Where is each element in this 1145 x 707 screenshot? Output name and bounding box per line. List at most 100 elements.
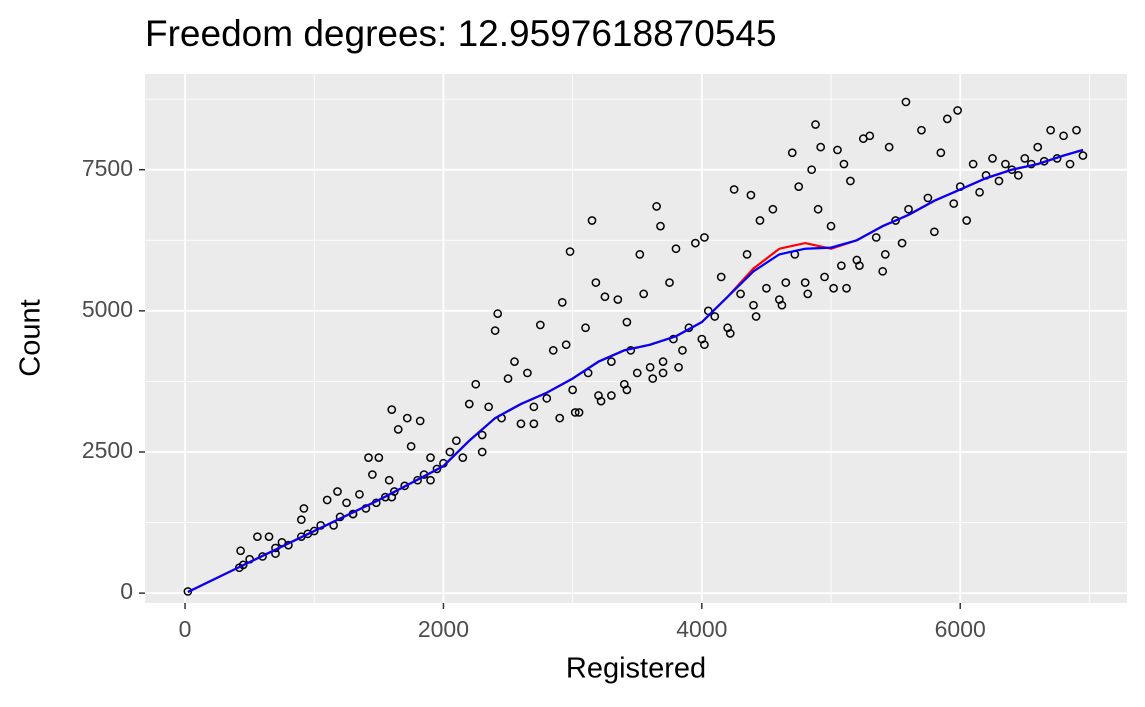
point bbox=[826, 221, 836, 231]
point bbox=[716, 272, 726, 282]
point bbox=[387, 405, 397, 414]
point bbox=[846, 176, 855, 186]
point bbox=[236, 546, 245, 556]
point bbox=[962, 216, 972, 225]
point bbox=[729, 185, 739, 194]
point bbox=[1020, 154, 1030, 163]
point bbox=[768, 204, 778, 214]
point bbox=[917, 125, 926, 135]
point bbox=[942, 114, 952, 124]
x-tick-label: 4000 bbox=[676, 616, 727, 642]
point bbox=[777, 300, 787, 310]
point bbox=[484, 402, 494, 412]
point bbox=[523, 368, 532, 378]
point bbox=[581, 323, 590, 333]
point bbox=[639, 289, 649, 299]
point bbox=[510, 357, 519, 366]
point bbox=[725, 329, 735, 338]
point bbox=[878, 266, 888, 276]
point bbox=[691, 238, 700, 248]
point bbox=[901, 97, 911, 107]
point bbox=[751, 312, 761, 321]
point bbox=[516, 419, 526, 429]
point bbox=[658, 368, 668, 378]
point bbox=[897, 238, 907, 248]
point bbox=[1001, 159, 1010, 169]
point bbox=[833, 145, 842, 155]
point bbox=[787, 148, 797, 158]
point bbox=[355, 489, 364, 499]
point bbox=[333, 487, 342, 496]
point bbox=[368, 470, 377, 479]
point bbox=[503, 374, 513, 383]
point bbox=[452, 436, 461, 446]
point bbox=[322, 495, 332, 505]
point bbox=[803, 289, 813, 299]
point bbox=[755, 216, 765, 225]
y-tick-label: 2500 bbox=[82, 437, 133, 463]
point bbox=[891, 216, 900, 225]
point bbox=[800, 278, 810, 287]
point bbox=[994, 176, 1004, 186]
x-tick-label: 0 bbox=[179, 616, 192, 642]
point bbox=[309, 526, 319, 536]
point bbox=[904, 204, 913, 214]
x-tick-label: 2000 bbox=[418, 616, 469, 642]
point bbox=[880, 250, 890, 259]
point bbox=[855, 261, 864, 271]
point bbox=[794, 182, 804, 191]
point bbox=[678, 346, 687, 355]
point bbox=[607, 357, 616, 366]
point bbox=[742, 250, 752, 259]
point bbox=[842, 283, 851, 293]
point bbox=[936, 148, 946, 158]
point bbox=[923, 193, 933, 203]
point bbox=[665, 278, 674, 287]
y-tick-label: 0 bbox=[120, 578, 133, 604]
point bbox=[700, 340, 709, 350]
point bbox=[949, 199, 959, 208]
point bbox=[1078, 151, 1088, 160]
point bbox=[930, 227, 939, 237]
chart-title: Freedom degrees: 12.9597618870545 bbox=[145, 13, 777, 54]
point bbox=[426, 453, 435, 462]
point bbox=[837, 261, 846, 271]
point bbox=[591, 278, 601, 287]
point bbox=[1046, 125, 1055, 135]
point bbox=[364, 453, 373, 462]
point bbox=[807, 165, 816, 175]
point bbox=[342, 498, 351, 508]
point bbox=[400, 481, 410, 491]
point bbox=[635, 250, 645, 259]
point bbox=[458, 453, 468, 462]
point bbox=[557, 298, 567, 307]
point bbox=[781, 278, 791, 287]
point bbox=[652, 202, 661, 211]
point bbox=[561, 340, 571, 350]
point bbox=[570, 408, 580, 417]
point bbox=[426, 475, 435, 485]
point bbox=[548, 346, 558, 355]
point bbox=[529, 419, 539, 429]
point bbox=[471, 379, 481, 389]
point bbox=[596, 396, 606, 406]
x-axis-title: Registered bbox=[566, 653, 706, 685]
point bbox=[622, 385, 632, 395]
smooth-line bbox=[187, 148, 1084, 593]
point bbox=[529, 402, 539, 412]
point bbox=[656, 221, 665, 231]
point bbox=[749, 300, 758, 310]
panel-background bbox=[145, 74, 1127, 603]
point bbox=[600, 292, 610, 302]
point bbox=[988, 154, 997, 163]
point bbox=[871, 233, 881, 242]
point bbox=[384, 475, 394, 485]
y-tick-label: 7500 bbox=[82, 155, 133, 181]
point bbox=[622, 317, 632, 327]
point bbox=[477, 430, 487, 440]
point bbox=[746, 190, 756, 200]
point bbox=[607, 391, 616, 400]
point bbox=[953, 106, 962, 115]
point bbox=[432, 464, 442, 474]
y-axis-title: Count bbox=[15, 299, 47, 376]
